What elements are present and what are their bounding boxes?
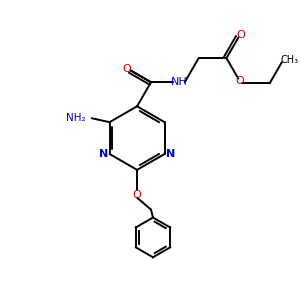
Text: O: O bbox=[133, 190, 142, 200]
Text: O: O bbox=[235, 76, 244, 85]
Text: NH₂: NH₂ bbox=[66, 113, 86, 123]
Text: N: N bbox=[99, 149, 109, 159]
Text: CH₃: CH₃ bbox=[281, 55, 299, 65]
Text: O: O bbox=[236, 30, 245, 40]
Text: O: O bbox=[122, 64, 131, 74]
Text: NH: NH bbox=[170, 77, 187, 87]
Text: N: N bbox=[166, 149, 175, 159]
